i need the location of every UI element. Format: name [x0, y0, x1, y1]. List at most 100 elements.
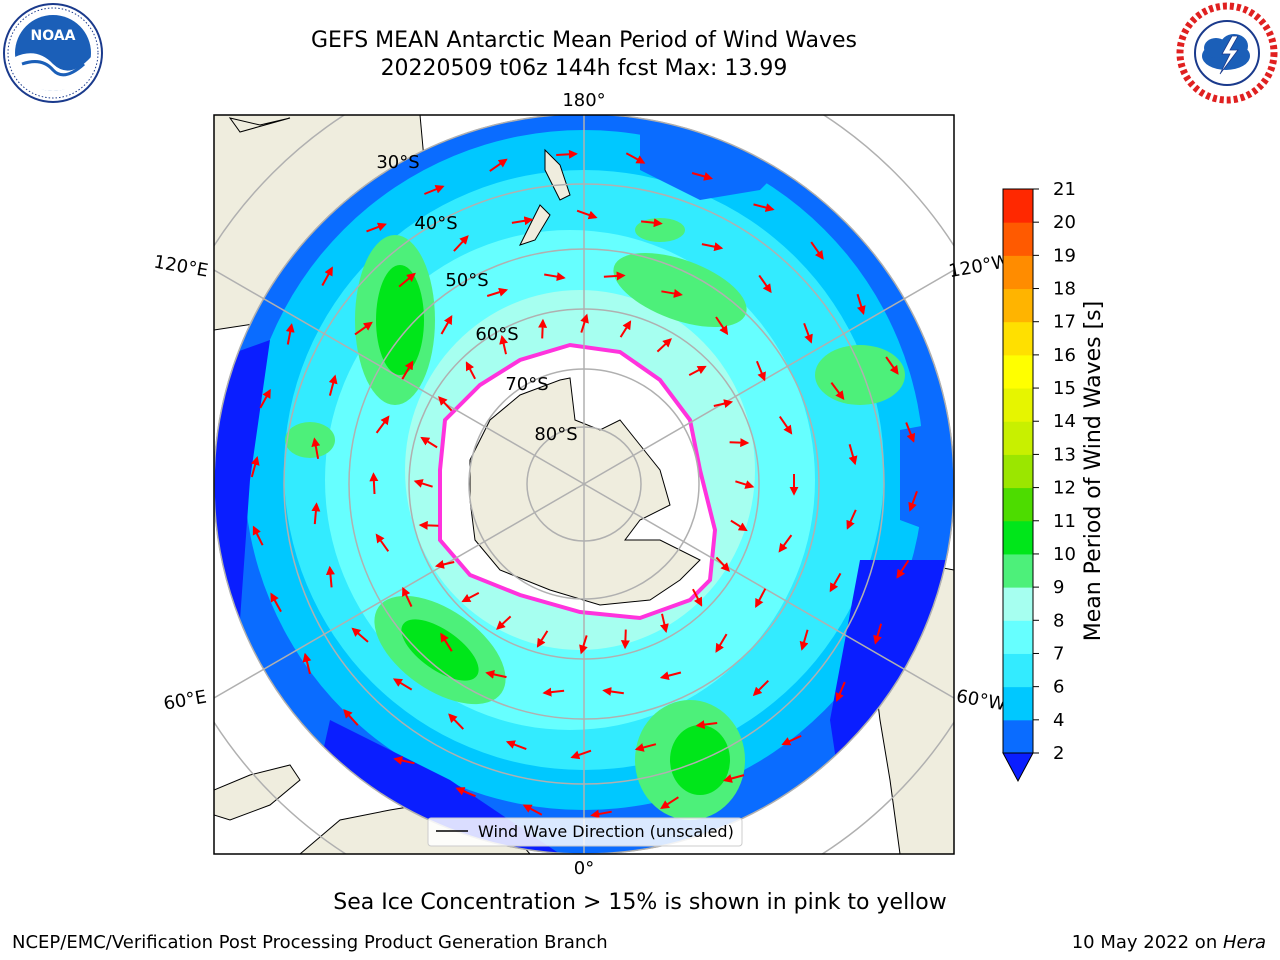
colorbar-extend	[1002, 752, 1034, 783]
wind-wave-arrow	[803, 322, 813, 344]
wind-wave-arrow	[579, 635, 588, 655]
wind-wave-arrow	[325, 565, 335, 588]
colorbar-segment	[1003, 719, 1033, 754]
wind-wave-arrow	[620, 629, 630, 650]
colorbar-tick-label: 21	[1053, 179, 1076, 200]
colorbar-segment	[1003, 487, 1033, 522]
colorbar-tick-label: 2	[1053, 743, 1064, 764]
wind-wave-arrow	[715, 633, 728, 653]
wind-wave-arrow	[625, 152, 646, 164]
wind-wave-arrow	[461, 592, 480, 603]
noaa-logo: NOAA	[3, 3, 103, 103]
wind-wave-arrow	[538, 318, 548, 339]
land-madagascar	[214, 764, 301, 821]
colorbar-tick-label: 8	[1053, 610, 1064, 631]
wind-wave-arrow	[619, 320, 632, 338]
wind-wave-arrow	[486, 287, 509, 297]
wind-wave-arrow	[354, 321, 373, 336]
wind-wave-arrow	[729, 438, 750, 448]
wind-wave-arrow	[661, 289, 683, 298]
wind-wave-arrow	[398, 272, 416, 288]
wind-wave-arrow	[375, 533, 390, 552]
colorbar-segment	[1003, 454, 1033, 489]
wind-wave-arrow	[830, 382, 845, 401]
wind-wave-arrow	[848, 444, 858, 466]
wind-wave-arrow	[659, 671, 682, 681]
wind-wave-arrow	[496, 615, 512, 630]
wind-wave-arrow	[455, 787, 476, 798]
colorbar-tick-label: 15	[1053, 378, 1076, 399]
wind-wave-arrow	[420, 436, 438, 449]
colorbar-tick-label: 14	[1053, 411, 1076, 432]
colorbar-segment	[1003, 388, 1033, 422]
lat-label-50s: 50°S	[445, 270, 488, 291]
colorbar-tick-label: 13	[1053, 444, 1076, 465]
lat-label-70s: 70°S	[505, 374, 548, 395]
colorbar-segment	[1003, 255, 1033, 290]
wind-wave-arrow	[846, 509, 857, 530]
wind-wave-arrow	[321, 266, 333, 286]
wind-wave-arrow	[758, 274, 772, 294]
wind-wave-arrow	[752, 679, 770, 697]
lat-label-60s: 60°S	[475, 324, 518, 345]
wind-wave-arrow	[270, 592, 282, 613]
wind-wave-arrow	[602, 687, 624, 696]
wind-wave-arrow	[401, 360, 414, 380]
wind-wave-arrow	[311, 502, 321, 525]
wind-wave-arrow	[778, 416, 793, 435]
wind-wave-arrow	[453, 235, 469, 252]
wind-wave-arrow	[505, 740, 527, 751]
colorbar-segment	[1003, 587, 1033, 621]
wind-wave-arrow	[556, 149, 578, 159]
map-legend: Wind Wave Direction (unscaled)	[427, 817, 743, 847]
wind-wave-arrow	[896, 559, 910, 579]
colorbar-tick-label: 10	[1053, 544, 1076, 565]
noaa-logo-text: NOAA	[31, 28, 76, 44]
wind-wave-arrow	[778, 534, 793, 553]
colorbar-segment	[1003, 686, 1033, 721]
wind-wave-arrow	[691, 172, 714, 181]
wind-wave-arrow	[722, 774, 745, 783]
wind-wave-arrow	[448, 713, 465, 730]
wind-wave-arrow	[730, 519, 748, 532]
wind-wave-arrow	[440, 315, 453, 335]
colorbar-segment	[1003, 189, 1033, 223]
wind-wave-arrow	[715, 556, 730, 572]
lon-label-bottom: 0°	[574, 858, 594, 879]
wind-wave-arrow	[713, 399, 734, 408]
wind-wave-arrow	[835, 681, 846, 703]
colorbar-tick-label: 17	[1053, 312, 1076, 333]
wind-wave-arrow	[366, 222, 387, 233]
wind-wave-arrow	[252, 525, 264, 546]
wind-wave-arrow	[781, 734, 802, 746]
wind-wave-arrow	[755, 360, 766, 382]
wind-wave-arrow	[908, 490, 918, 512]
chart-title: GEFS MEAN Antarctic Mean Period of Wind …	[311, 28, 857, 53]
graticule	[214, 115, 954, 854]
nws-logo	[1176, 2, 1278, 104]
wind-wave-arrow	[440, 632, 453, 652]
footer-credit: NCEP/EMC/Verification Post Processing Pr…	[12, 932, 608, 953]
wind-wave-arrow	[856, 293, 866, 316]
map-frame	[213, 114, 955, 855]
wind-wave-arrow	[810, 241, 824, 260]
footer-date: 10 May 2022 on Hera	[1072, 932, 1266, 953]
wind-wave-arrow	[660, 796, 679, 809]
colorbar-tick-label: 16	[1053, 345, 1076, 366]
wind-wave-arrow	[829, 572, 842, 593]
wind-wave-arrow	[522, 804, 543, 816]
colorbar-tick-label: 4	[1053, 710, 1064, 731]
wind-wave-arrow	[634, 743, 657, 752]
wind-wave-arrow	[570, 749, 592, 760]
wind-wave-arrow	[715, 316, 729, 336]
footer-host: Hera	[1222, 932, 1266, 953]
colorbar-tick-label: 19	[1053, 245, 1076, 266]
wind-wave-arrow	[590, 809, 612, 819]
colorbar-segment	[1003, 520, 1033, 555]
wind-wave-arrow	[511, 216, 534, 226]
lat-label-80s: 80°S	[534, 424, 577, 445]
wind-wave-arrow	[755, 588, 767, 608]
wind-wave-arrow	[499, 334, 508, 355]
